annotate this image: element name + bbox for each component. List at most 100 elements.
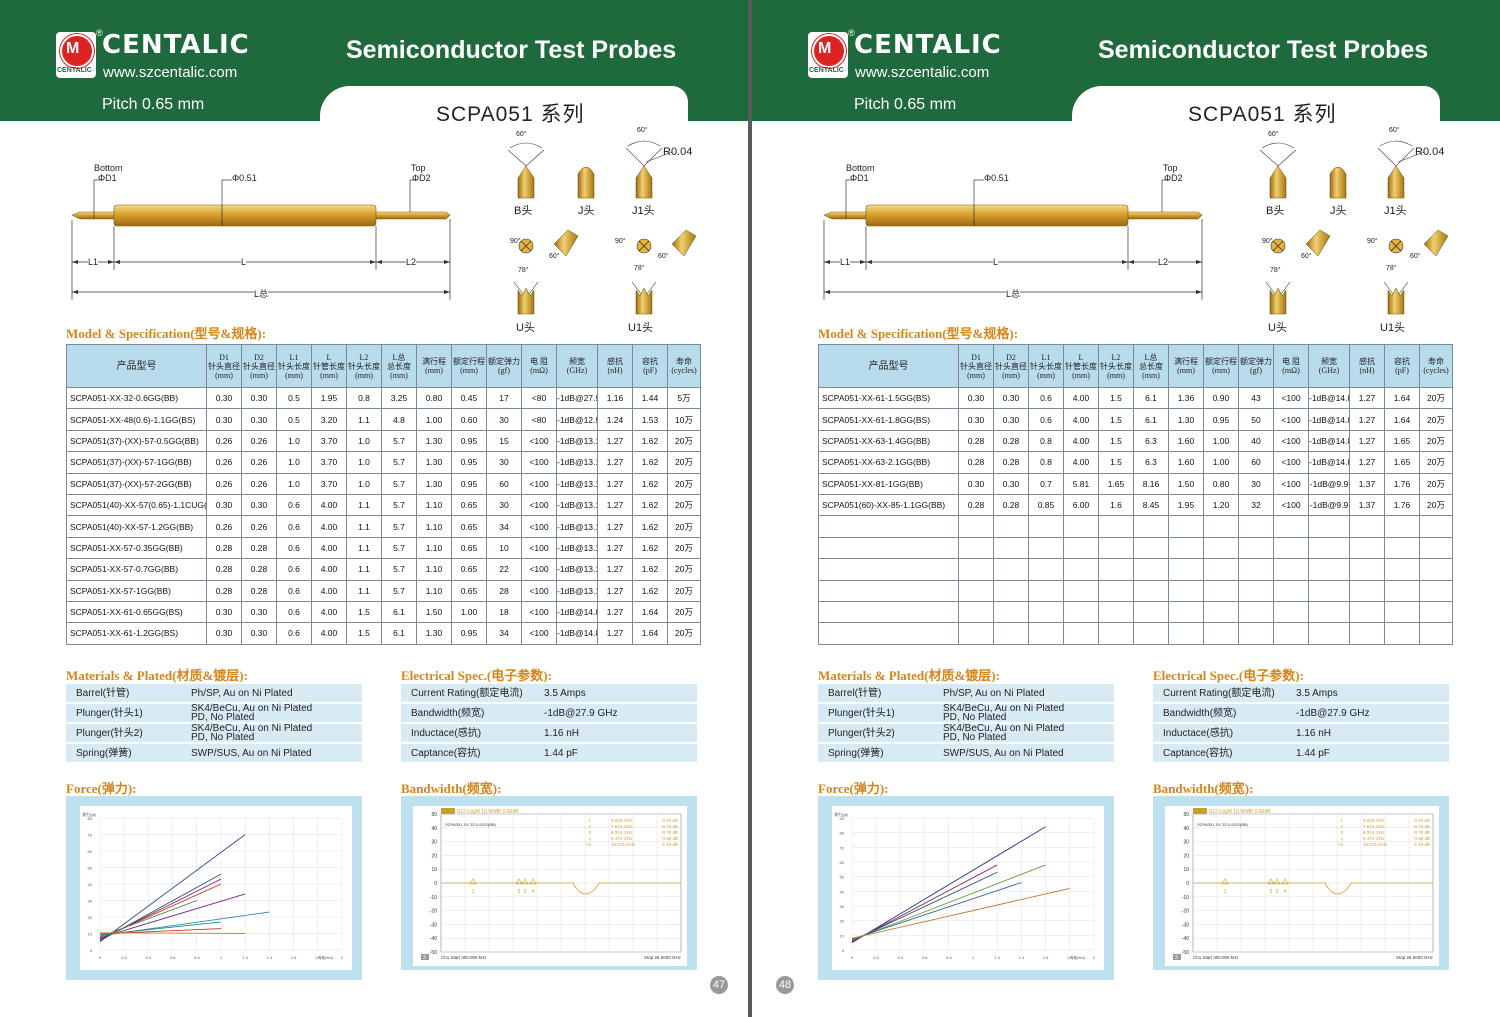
x-tick-label: 1 — [220, 955, 223, 960]
electrical-value: -1dB@27.9 GHz — [1286, 703, 1449, 724]
header-line: (mm) — [250, 370, 268, 380]
marker-id: 1 — [1340, 818, 1343, 823]
table-cell: 1.27 — [597, 622, 633, 645]
table-cell: 15 — [486, 429, 522, 453]
header-line: (pF) — [1395, 366, 1409, 375]
table-cell — [1063, 515, 1099, 538]
header-line: (cycles) — [671, 366, 697, 375]
table-cell: 0.65 — [451, 493, 487, 517]
table-cell: 0.30 — [993, 386, 1029, 410]
table-cell: 1.60 — [1168, 451, 1204, 474]
header-line: 寿命 — [676, 357, 692, 366]
table-cell: SCPA051-XX-61-1.5GG(BS) — [818, 386, 959, 410]
header-line: 额定弹力 — [488, 357, 520, 366]
table-row: SCPA051-XX-81-1GG(BB) 0.30 0.30 0.7 5.81 1.65… — [818, 472, 1453, 495]
spec-header-cell: 额定行程 (mm) — [1203, 344, 1239, 388]
force-chart: 90 80 70 60 50 40 30 20 10 0 0 0.2 0.4 0.6 0.8 1 1.2 1.4 1… — [832, 806, 1104, 970]
website-url[interactable]: www.szcentalic.com — [103, 64, 238, 81]
marker-frequency: 8.374 GHz — [1363, 830, 1385, 835]
trace-label: S12 LogM 10.00dB/ 0.00dB — [457, 809, 519, 815]
table-cell: 20万 — [667, 558, 701, 581]
table-cell: 50 — [1238, 408, 1274, 431]
y-tick-label: 10 — [431, 867, 437, 873]
materials-table: Barrel(针管) Ph/SP, Au on Ni Plated Plunger(… — [818, 684, 1114, 764]
table-cell: 0.85 — [1028, 493, 1064, 517]
x-tick-label: 1.6 — [291, 955, 297, 960]
table-cell: 20万 — [667, 600, 701, 624]
tip-label-a60d: 60° — [1410, 253, 1421, 260]
table-cell: 0.26 — [206, 429, 242, 453]
table-cell: 1.00 — [416, 408, 452, 431]
header-line: L总 — [1144, 352, 1158, 362]
y-tick-label: -20 — [430, 909, 437, 915]
spec-header-cell: L 针管长度 (mm) — [311, 344, 347, 388]
table-cell: 0.26 — [241, 472, 277, 495]
header-line: (mm) — [460, 366, 478, 375]
material-value: SWP/SUS, Au on Ni Plated — [181, 743, 362, 764]
header-line: L总 — [392, 352, 406, 362]
y-tick-label: 20 — [840, 919, 845, 924]
force-series-line — [851, 864, 1046, 941]
x-tick-label: 0.2 — [121, 955, 127, 960]
marker-id: 1 — [588, 818, 591, 823]
electrical-param: Inductace(感抗) — [401, 723, 534, 744]
table-cell: 0.28 — [241, 536, 277, 560]
table-cell — [1098, 600, 1134, 624]
header-line: L1 — [289, 352, 299, 362]
y-tick-label: -40 — [430, 936, 437, 942]
table-cell: 5.81 — [1063, 472, 1099, 495]
website-url[interactable]: www.szcentalic.com — [855, 64, 990, 81]
y-tick-label: 50 — [431, 812, 437, 818]
table-cell — [1384, 579, 1420, 602]
table-cell: 1.95 — [1168, 493, 1204, 517]
table-cell: 5.7 — [381, 493, 417, 517]
table-cell: 0.28 — [241, 579, 277, 602]
x-axis-label: 行程(mm) — [1070, 955, 1085, 960]
marker-number: 1 — [1224, 889, 1227, 895]
header-line: 针头直径 — [243, 361, 275, 371]
table-cell: SCPA051-XX-57-0.35GG(BB) — [66, 536, 207, 560]
table-cell: 1.00 — [1203, 451, 1239, 474]
electrical-row: Captance(容抗) 1.44 pF — [401, 743, 697, 764]
table-cell: 17 — [486, 386, 522, 410]
table-cell: 4.00 — [311, 493, 347, 517]
electrical-value: -1dB@27.9 GHz — [534, 703, 697, 724]
table-cell — [1308, 558, 1350, 581]
table-cell: <100 — [521, 536, 557, 560]
y-tick-label: 30 — [1183, 840, 1189, 846]
y-tick-label: 70 — [88, 833, 93, 838]
table-cell: 0.65 — [451, 558, 487, 581]
electrical-value: 1.44 pF — [534, 743, 697, 764]
header-line: (mm) — [1177, 366, 1195, 375]
table-cell — [1098, 515, 1134, 538]
force-series-line — [99, 893, 246, 939]
table-cell: SCPA051-XX-61-1.8GG(BS) — [818, 408, 959, 431]
table-cell: 0.6 — [276, 600, 312, 624]
table-cell: -1dB@13.1 — [556, 451, 598, 474]
table-cell: 0.5 — [276, 408, 312, 431]
table-cell: 1.65 — [1384, 451, 1420, 474]
probe-diagram — [71, 179, 451, 300]
tip-label-u: U头 — [1268, 322, 1287, 334]
table-cell: 0.26 — [206, 472, 242, 495]
table-cell: 1.5 — [346, 622, 382, 645]
marker-id: 3 — [1340, 830, 1343, 835]
table-row: SCPA051-XX-61-1.2GG(BS) 0.30 0.30 0.6 4.00 1.… — [66, 622, 701, 645]
table-cell: 0.30 — [958, 386, 994, 410]
marker-triangle — [529, 878, 537, 885]
table-cell — [1063, 622, 1099, 645]
table-cell: 0.30 — [958, 408, 994, 431]
electrical-param: Captance(容抗) — [1153, 743, 1286, 764]
header-line: L — [1078, 352, 1084, 362]
table-cell: 0.28 — [958, 493, 994, 517]
table-cell: SCPA051(60)-XX-85-1.1GG(BB) — [818, 493, 959, 517]
book-spine — [748, 0, 752, 1017]
y-tick-label: 0 — [90, 948, 93, 953]
electrical-row: Inductace(感抗) 1.16 nH — [1153, 723, 1449, 744]
page-title: Semiconductor Test Probes — [1098, 36, 1429, 64]
l-label: L — [241, 257, 247, 267]
header-line: 产品型号 — [116, 360, 157, 372]
page-number: 47 — [710, 976, 728, 994]
marker-number: 4 — [1284, 889, 1287, 895]
